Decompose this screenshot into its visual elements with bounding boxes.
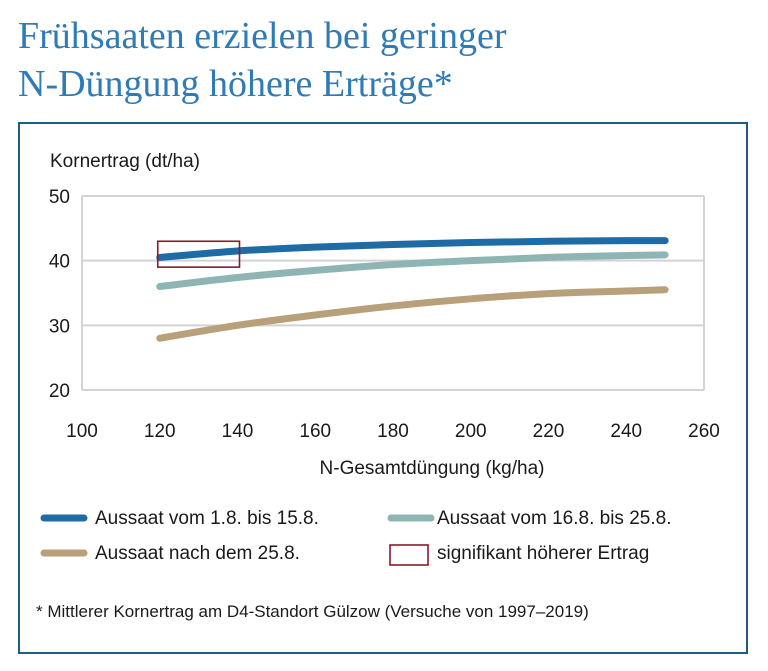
- x-tick-160: 160: [299, 421, 331, 442]
- grid-lines: [81, 195, 705, 391]
- y-tick-30: 30: [49, 316, 70, 337]
- y-axis-label: Kornertrag (dt/ha): [50, 151, 200, 172]
- legend-label-1: Aussaat vom 1.8. bis 15.8.: [95, 508, 319, 529]
- x-tick-labels: 100 120 140 160 180 200 220 240 260: [66, 421, 720, 442]
- footnote: * Mittlerer Kornertrag am D4-Standort Gü…: [36, 602, 589, 621]
- x-tick-240: 240: [610, 421, 642, 442]
- y-tick-labels: 20 30 40 50: [49, 187, 70, 402]
- x-tick-260: 260: [688, 421, 720, 442]
- legend-label-3: Aussaat nach dem 25.8.: [95, 543, 300, 564]
- x-tick-180: 180: [377, 421, 409, 442]
- legend-label-2: Aussaat vom 16.8. bis 25.8.: [437, 508, 671, 529]
- title-line-1: Frühsaaten erzielen bei geringer: [18, 15, 507, 57]
- x-tick-100: 100: [66, 421, 98, 442]
- series-lines: [156, 237, 669, 342]
- chart-frame: [18, 122, 748, 654]
- series-line-3: [156, 286, 669, 342]
- y-tick-40: 40: [49, 252, 70, 273]
- chart-title: Frühsaaten erzielen bei geringer N-Düngu…: [18, 12, 758, 108]
- legend: Aussaat vom 1.8. bis 15.8. Aussaat vom 16…: [40, 508, 671, 566]
- x-tick-120: 120: [144, 421, 176, 442]
- significance-box: [156, 240, 241, 268]
- series-line-1: [156, 237, 669, 261]
- x-tick-220: 220: [533, 421, 565, 442]
- y-tick-20: 20: [49, 381, 70, 402]
- legend-swatch-highlight: [389, 544, 429, 566]
- x-tick-200: 200: [455, 421, 487, 442]
- x-tick-140: 140: [222, 421, 254, 442]
- x-axis-label: N-Gesamtdüngung (kg/ha): [320, 458, 545, 479]
- legend-label-highlight: signifikant höherer Ertrag: [437, 543, 649, 564]
- title-line-2: N-Düngung höhere Erträge*: [18, 63, 453, 105]
- y-tick-50: 50: [49, 187, 70, 208]
- series-line-2: [156, 251, 669, 291]
